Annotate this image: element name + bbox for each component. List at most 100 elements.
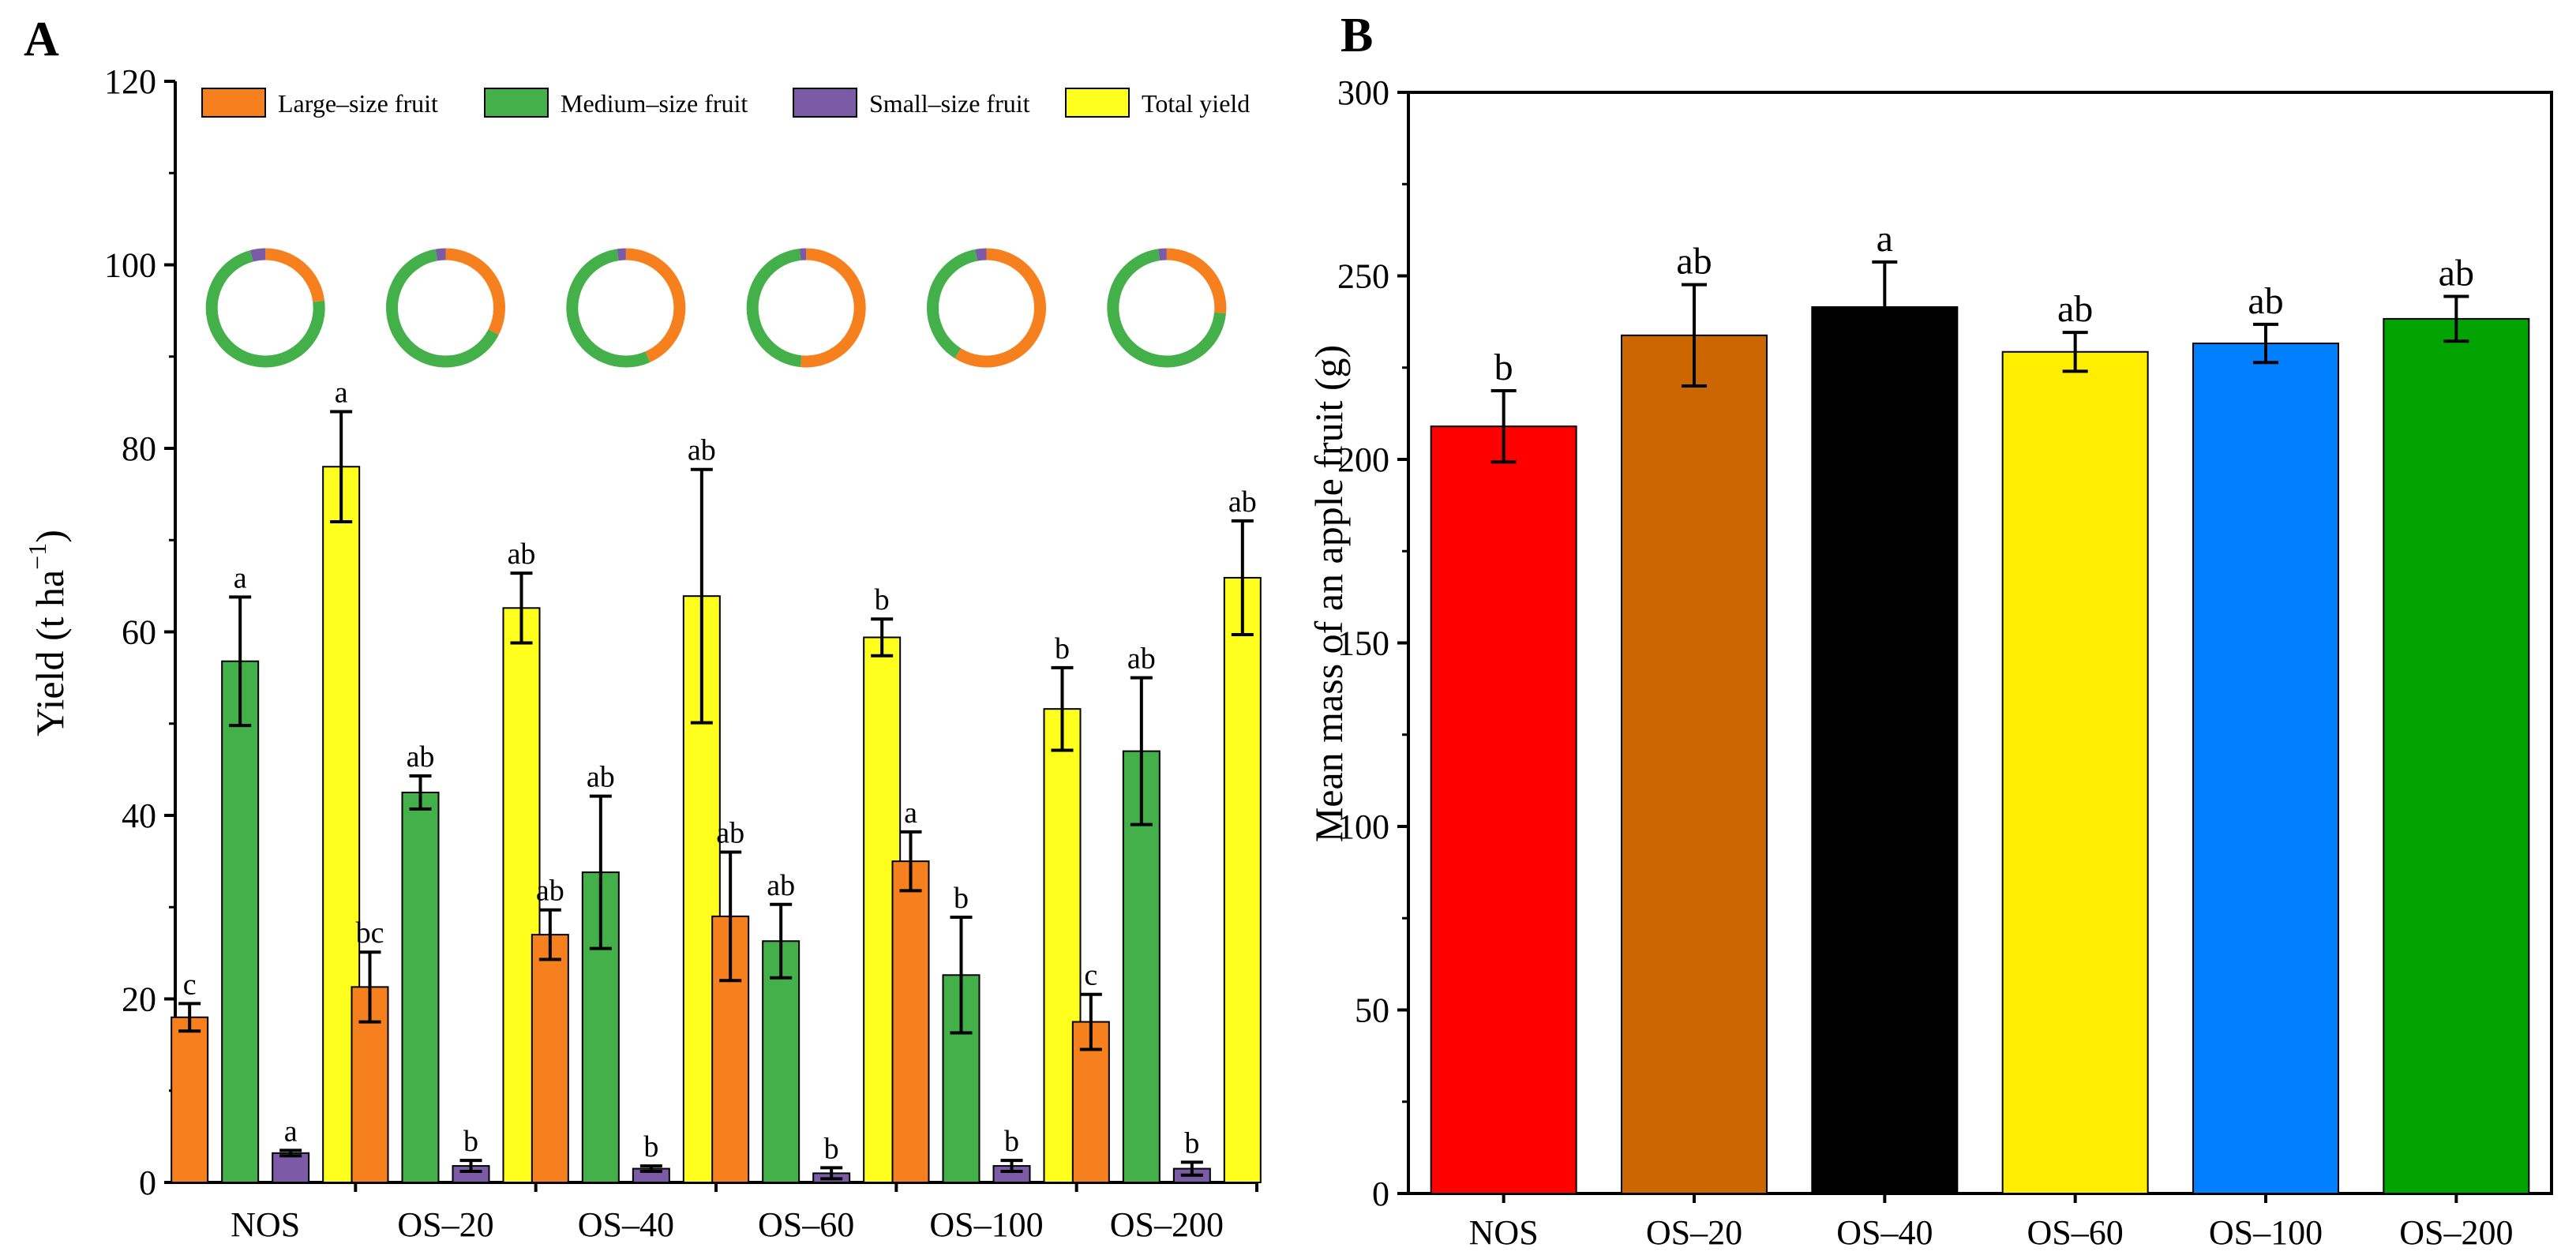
panel-a-bar [1122, 750, 1161, 1183]
panel-a-y-tick-label: 0 [139, 1163, 156, 1202]
panel-b-x-tick-label: OS–200 [2399, 1213, 2513, 1252]
panel-a-y-tick-label: 60 [122, 613, 156, 652]
panel-a-donut-segment [264, 248, 325, 302]
panel-a-x-tick-label: OS–200 [1110, 1205, 1224, 1244]
panel-a-significance-label: ab [407, 740, 435, 774]
panel-a-y-tick-label: 40 [122, 796, 156, 835]
panel-b-x-tick-label: OS–40 [1836, 1213, 1933, 1252]
panel-a-significance-label: b [954, 882, 969, 915]
panel-a-significance-label: ab [767, 869, 795, 902]
panel-b-plot-frame [1407, 91, 2553, 1195]
panel-a-donut-segment [954, 248, 1046, 368]
panel-a-bar [171, 1016, 209, 1183]
panel-a-significance-label: ab [587, 761, 615, 794]
panel-a-donut-segment [927, 249, 978, 358]
panel-a-donut-segment [746, 248, 802, 368]
panel-a-legend-label: Total yield [1142, 89, 1250, 118]
panel-a-x-tick-label: OS–60 [758, 1205, 854, 1244]
panel-a-legend: Large–size fruit Medium–size fruit Small–s… [201, 88, 1250, 118]
panel-b-x-tick-label: OS–100 [2209, 1213, 2323, 1252]
panel-b-significance-label: ab [2057, 288, 2093, 330]
panel-b-significance-label: a [1877, 218, 1893, 260]
panel-b-significance-label: ab [2439, 253, 2474, 294]
panel-a-legend-label: Small–size fruit [869, 89, 1030, 118]
panel-a-donut-segment [975, 248, 987, 261]
panel-a-bar [1223, 576, 1262, 1183]
panel-a-y-tick-label: 100 [104, 246, 156, 285]
panel-a-y-tick-label: 120 [104, 62, 156, 101]
panel-a-donut-segment [1166, 248, 1227, 314]
panel-b-plot: 0 50 100 150 200 250 300 b NOS ab OS–20 a OS–40 ab OS–… [1337, 73, 2553, 1252]
panel-a-x-tick-label: NOS [231, 1205, 300, 1244]
panel-a-significance-label: c [183, 968, 197, 1001]
panel-a-y-axis-title: Yield (t ha−1) [23, 530, 72, 736]
panel-a-significance-label: b [1055, 632, 1070, 665]
panel-b-y-axis-title: Mean mass of an apple fruit (g) [1307, 345, 1351, 842]
panel-a-legend-swatch [484, 88, 549, 118]
panel-a-significance-label: a [284, 1115, 298, 1148]
panel-a-significance-label: a [234, 561, 247, 594]
panel-a-significance-label: bc [356, 916, 384, 950]
panel-a-donut-segment [625, 248, 686, 362]
panel-a-significance-label: b [1184, 1126, 1199, 1160]
panel-a-significance-label: a [904, 796, 917, 830]
panel-b-bar [2001, 350, 2149, 1194]
panel-b: B Mean mass of an apple fruit (g) 0 50 100… [1307, 9, 2553, 1252]
panel-a-donut-segment [801, 248, 866, 368]
panel-a-donut-segment [386, 249, 499, 368]
panel-b-bar [1811, 306, 1959, 1194]
panel-a-y-tick-label: 80 [122, 429, 156, 468]
panel-a-significance-label: ab [508, 538, 536, 571]
panel-a-donut-segment [1107, 249, 1226, 368]
panel-a-donut-segment [1158, 248, 1167, 261]
panel-b-bar [1430, 425, 1577, 1194]
panel-a-label: A [24, 13, 59, 66]
panel-a-donut-segment [205, 249, 325, 368]
panel-a-legend-swatch [793, 88, 857, 118]
panel-a-legend-label: Large–size fruit [278, 89, 438, 118]
panel-a-donut-segment [445, 248, 505, 335]
panel-a-significance-label: ab [536, 875, 564, 908]
panel-a-significance-label: a [335, 377, 348, 410]
panel-a-donut-segment [617, 248, 626, 261]
panel-b-y-tick-label: 150 [1337, 624, 1389, 663]
panel-a-y-tick-label: 20 [122, 980, 156, 1019]
panel-b-label: B [1340, 9, 1373, 62]
panel-a-donut-segment [566, 249, 651, 368]
panel-b-y-tick-label: 50 [1355, 991, 1389, 1030]
panel-a: A Yield (t ha−1) 0 20 40 60 80 100 120 NOS c a a a O… [23, 13, 1262, 1244]
panel-a-donut-segment [435, 248, 446, 261]
panel-a-legend-swatch [201, 88, 266, 118]
panel-b-x-tick-label: OS–20 [1646, 1213, 1742, 1252]
panel-a-bar [221, 660, 260, 1183]
panel-a-plot: 020406080100120NOScaaaOS–20bcabbabOS–40a… [104, 62, 1262, 1244]
panel-b-y-tick-label: 250 [1337, 257, 1389, 296]
panel-b-significance-label: ab [1676, 241, 1712, 283]
panel-a-bar [762, 940, 801, 1183]
panel-a-bar [531, 934, 569, 1183]
panel-b-bar [2383, 317, 2530, 1194]
panel-a-x-tick-label: OS–20 [397, 1205, 493, 1244]
panel-b-x-tick-label: NOS [1469, 1213, 1539, 1252]
panel-a-significance-label: b [875, 583, 890, 616]
panel-a-legend-swatch [1065, 88, 1130, 118]
panel-a-legend-label: Medium–size fruit [561, 89, 748, 118]
panel-b-bar [2192, 343, 2339, 1194]
panel-b-y-tick-label: 200 [1337, 440, 1389, 479]
panel-b-y-tick-label: 0 [1372, 1175, 1389, 1213]
panel-b-x-tick-label: OS–60 [2027, 1213, 2124, 1252]
panel-b-y-tick-label: 100 [1337, 807, 1389, 846]
panel-a-x-tick-label: OS–40 [578, 1205, 674, 1244]
panel-a-donut-segment [249, 248, 266, 262]
panel-a-significance-label: b [643, 1130, 658, 1163]
panel-a-x-tick-label: OS–100 [929, 1205, 1043, 1244]
panel-a-bar [891, 860, 930, 1183]
panel-b-significance-label: ab [2248, 280, 2283, 322]
panel-a-significance-label: ab [716, 817, 744, 850]
panel-b-y-tick-label: 300 [1337, 73, 1389, 112]
panel-a-bar [401, 791, 440, 1183]
panel-a-significance-label: b [463, 1125, 478, 1158]
panel-b-significance-label: b [1494, 347, 1513, 388]
panel-a-significance-label: b [824, 1132, 839, 1165]
